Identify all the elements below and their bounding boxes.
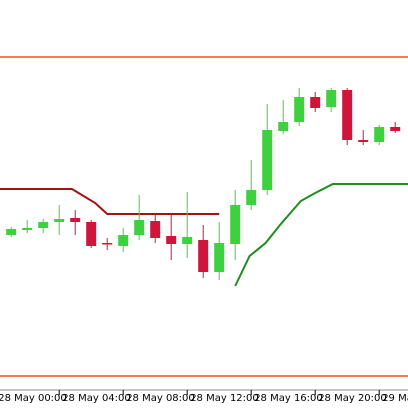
candle-body bbox=[102, 243, 113, 245]
candle-body bbox=[86, 222, 97, 246]
indicator-line bbox=[0, 188, 220, 215]
candle-body bbox=[6, 229, 17, 235]
candle-body bbox=[214, 243, 225, 272]
candle-body bbox=[70, 218, 81, 222]
x-tick-label: 28 May 00:00 bbox=[0, 393, 67, 404]
candle-body bbox=[390, 127, 401, 131]
candle-body bbox=[358, 140, 369, 142]
candle-body bbox=[262, 130, 273, 190]
candle-body bbox=[38, 222, 49, 228]
candle-body bbox=[246, 190, 257, 205]
candle-body bbox=[54, 219, 65, 222]
indicator-line bbox=[234, 183, 408, 287]
x-tick-label: 28 May 04:00 bbox=[62, 393, 131, 404]
candle-body bbox=[198, 240, 209, 272]
x-tick-label: 28 May 12:00 bbox=[190, 393, 259, 404]
candle-body bbox=[118, 235, 129, 246]
candle-body bbox=[150, 221, 161, 238]
candle-body bbox=[294, 97, 305, 122]
x-tick-label: 29 May 00:00 bbox=[382, 393, 408, 404]
candle-body bbox=[278, 122, 289, 131]
candle-body bbox=[374, 127, 385, 142]
x-tick-label: 28 May 16:00 bbox=[254, 393, 323, 404]
candle-body bbox=[134, 220, 145, 235]
x-tick-label: 28 May 08:00 bbox=[126, 393, 195, 404]
candle-body bbox=[310, 97, 321, 108]
candle-body bbox=[22, 228, 33, 230]
x-tick-label: 28 May 20:00 bbox=[318, 393, 387, 404]
candle-body bbox=[182, 237, 193, 244]
candle-body bbox=[230, 205, 241, 244]
candle-body bbox=[166, 236, 177, 244]
candle-body bbox=[326, 90, 337, 107]
candle-body bbox=[342, 90, 353, 140]
